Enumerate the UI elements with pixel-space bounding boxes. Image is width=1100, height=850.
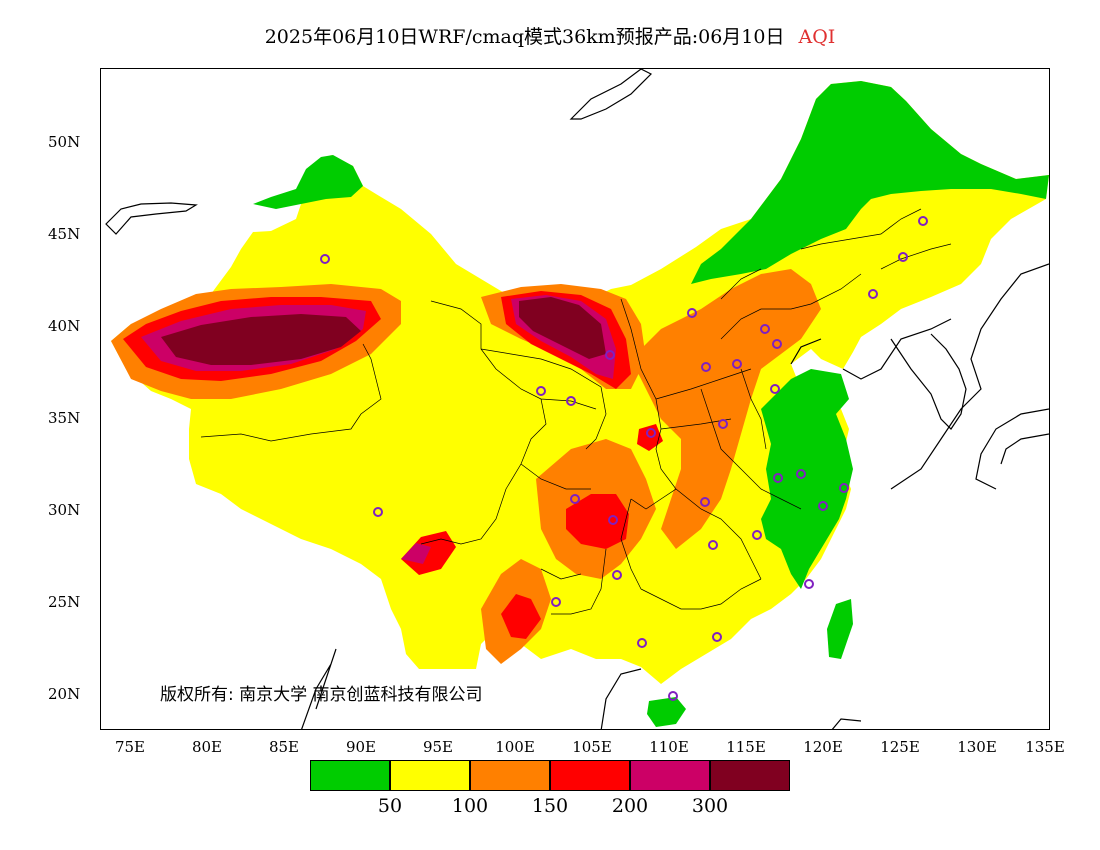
variable-label: AQI	[798, 26, 836, 48]
legend-swatch-3	[550, 760, 630, 791]
title-text: 2025年06月10日WRF/cmaq模式36km预报产品:06月10日	[264, 26, 785, 48]
province-boundaries	[200, 208, 952, 615]
region-ningxia-maroon	[519, 297, 606, 359]
region-north-china-orange	[631, 269, 821, 549]
city-marker	[760, 324, 770, 334]
legend-swatch-1	[390, 760, 470, 791]
city-marker	[687, 308, 697, 318]
lon-label-105e: 105E	[572, 738, 612, 756]
legend-swatch-5	[710, 760, 790, 791]
legend-tick-150: 150	[531, 795, 569, 817]
lon-label-80e: 80E	[191, 738, 223, 756]
city-marker	[868, 289, 878, 299]
city-markers	[320, 216, 928, 701]
lon-label-95e: 95E	[422, 738, 454, 756]
aqi-map	[105, 69, 1049, 729]
city-marker	[701, 362, 711, 372]
city-marker	[818, 501, 828, 511]
city-marker	[718, 419, 728, 429]
region-taiwan-green	[827, 599, 853, 659]
city-marker	[605, 350, 615, 360]
coastline-korea	[890, 333, 967, 430]
region-tibet-magenta	[401, 543, 431, 564]
city-marker	[612, 570, 622, 580]
region-northeast-green	[691, 81, 1049, 284]
lon-label-90e: 90E	[345, 738, 377, 756]
lon-label-125e: 125E	[880, 738, 920, 756]
lat-label-40n: 40N	[48, 317, 81, 335]
legend-tick-200: 200	[611, 795, 649, 817]
map-frame	[100, 68, 1050, 730]
lat-label-35n: 35N	[48, 409, 81, 427]
city-marker	[712, 632, 722, 642]
legend-swatch-2	[470, 760, 550, 791]
lon-label-120e: 120E	[803, 738, 843, 756]
lon-label-75e: 75E	[114, 738, 146, 756]
region-east-coast-green	[761, 369, 853, 589]
lon-label-110e: 110E	[649, 738, 689, 756]
lat-label-20n: 20N	[48, 685, 81, 703]
city-marker	[708, 540, 718, 550]
lon-label-85e: 85E	[268, 738, 300, 756]
region-xinjiang-north-green	[253, 155, 363, 209]
city-marker	[570, 494, 580, 504]
city-marker	[773, 473, 783, 483]
city-marker	[668, 691, 678, 701]
lon-label-100e: 100E	[495, 738, 535, 756]
city-marker	[732, 359, 742, 369]
city-marker	[646, 428, 656, 438]
city-marker	[752, 530, 762, 540]
city-marker	[373, 507, 383, 517]
lon-label-115e: 115E	[726, 738, 766, 756]
region-yunnan-red	[501, 594, 541, 639]
lon-label-130e: 130E	[957, 738, 997, 756]
city-marker	[637, 638, 647, 648]
legend-tick-300: 300	[691, 795, 729, 817]
city-marker	[551, 597, 561, 607]
lat-label-30n: 30N	[48, 501, 81, 519]
lat-label-45n: 45N	[48, 225, 81, 243]
coastline-east	[790, 263, 1049, 490]
city-marker	[804, 579, 814, 589]
city-marker	[839, 483, 849, 493]
legend-swatch-0	[310, 760, 390, 791]
region-sichuan-red	[566, 494, 629, 549]
city-marker	[700, 497, 710, 507]
legend-tick-100: 100	[451, 795, 489, 817]
coastline-balkhash	[105, 202, 198, 235]
city-marker	[796, 469, 806, 479]
lat-label-25n: 25N	[48, 593, 81, 611]
lon-label-135e: 135E	[1025, 738, 1065, 756]
city-marker	[536, 386, 546, 396]
map-title: 2025年06月10日WRF/cmaq模式36km预报产品:06月10日 AQI	[0, 22, 1100, 49]
legend-swatch-4	[630, 760, 710, 791]
city-marker	[772, 339, 782, 349]
lat-label-50n: 50N	[48, 133, 81, 151]
city-marker	[320, 254, 330, 264]
city-marker	[918, 216, 928, 226]
city-marker	[770, 384, 780, 394]
city-marker	[898, 252, 908, 262]
city-marker	[608, 515, 618, 525]
region-tibet-red	[401, 531, 456, 575]
copyright-text: 版权所有: 南京大学 南京创蓝科技有限公司	[160, 685, 483, 705]
region-taklamakan-maroon	[161, 314, 361, 365]
legend-tick-50: 50	[377, 795, 403, 817]
coastline-southeast-asia	[301, 648, 862, 729]
city-marker	[566, 396, 576, 406]
region-hainan-green	[647, 697, 686, 727]
coastline-baikal	[569, 69, 653, 120]
